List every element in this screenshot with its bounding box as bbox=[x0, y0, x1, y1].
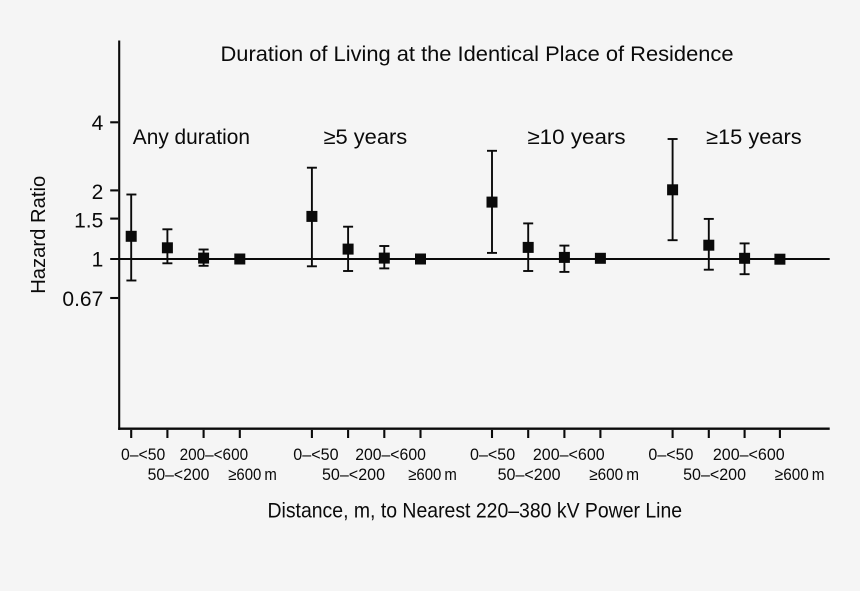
svg-text:0–<50: 0–<50 bbox=[648, 445, 693, 464]
svg-text:≥15 years: ≥15 years bbox=[706, 126, 802, 149]
svg-text:0–<50: 0–<50 bbox=[470, 445, 515, 464]
svg-text:2: 2 bbox=[92, 181, 104, 204]
svg-text:≥600 m: ≥600 m bbox=[408, 465, 457, 484]
svg-text:1.5: 1.5 bbox=[74, 210, 103, 233]
svg-text:0.67: 0.67 bbox=[62, 288, 103, 311]
svg-text:≥600 m: ≥600 m bbox=[589, 465, 639, 484]
svg-text:≥600 m: ≥600 m bbox=[775, 465, 825, 484]
svg-text:50–<200: 50–<200 bbox=[322, 465, 385, 484]
svg-text:200–<600: 200–<600 bbox=[533, 445, 605, 464]
svg-text:0–<50: 0–<50 bbox=[293, 445, 338, 464]
svg-text:0–<50: 0–<50 bbox=[121, 445, 165, 464]
svg-text:≥600 m: ≥600 m bbox=[228, 465, 277, 484]
svg-text:≥10 years: ≥10 years bbox=[527, 126, 625, 149]
svg-text:50–<200: 50–<200 bbox=[683, 465, 746, 484]
svg-text:1: 1 bbox=[92, 249, 104, 272]
svg-text:50–<200: 50–<200 bbox=[498, 465, 561, 484]
svg-text:4: 4 bbox=[92, 112, 104, 135]
svg-text:≥5 years: ≥5 years bbox=[324, 126, 408, 149]
svg-text:Duration of Living at the Iden: Duration of Living at the Identical Plac… bbox=[221, 43, 734, 66]
svg-text:50–<200: 50–<200 bbox=[148, 465, 210, 484]
svg-text:200–<600: 200–<600 bbox=[180, 445, 249, 464]
svg-text:Hazard Ratio: Hazard Ratio bbox=[28, 176, 50, 294]
svg-text:200–<600: 200–<600 bbox=[355, 445, 426, 464]
svg-text:200–<600: 200–<600 bbox=[713, 445, 785, 464]
svg-text:Any duration: Any duration bbox=[133, 126, 250, 149]
svg-text:Distance, m, to Nearest 220–38: Distance, m, to Nearest 220–380 kV Power… bbox=[268, 500, 683, 523]
